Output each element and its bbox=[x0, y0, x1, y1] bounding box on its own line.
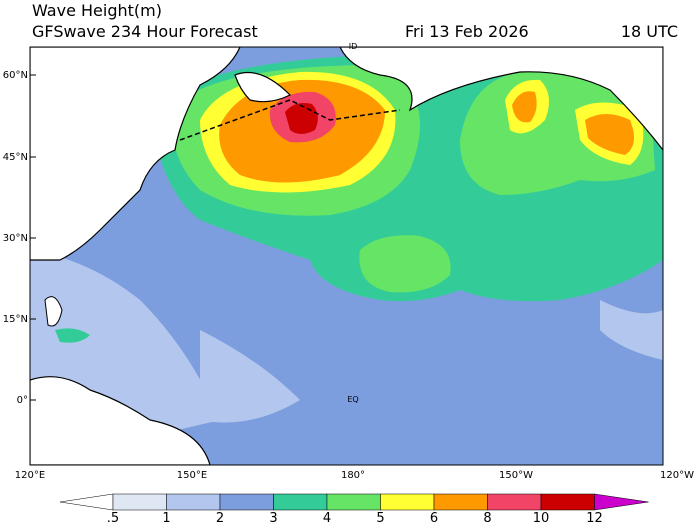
legend-swatch bbox=[219, 493, 274, 511]
color-legend: .5 1 2 3 4 5 6 8 10 12 bbox=[59, 493, 649, 526]
legend-label: 3 bbox=[269, 511, 277, 525]
legend-label: 4 bbox=[323, 511, 331, 525]
legend-swatch bbox=[112, 493, 167, 511]
legend-low-arrow bbox=[59, 493, 114, 511]
subtitle: GFSwave 234 Hour Forecast bbox=[32, 22, 258, 41]
legend-label: 8 bbox=[483, 511, 491, 525]
time: 18 UTC bbox=[621, 22, 678, 41]
legend-label: .5 bbox=[107, 511, 119, 525]
lat-label: 15°N bbox=[3, 314, 28, 325]
equator-label: EQ bbox=[347, 395, 358, 404]
lat-labels: 60°N 45°N 30°N 15°N 0° bbox=[3, 70, 36, 406]
legend-swatch bbox=[273, 493, 328, 511]
legend-swatch bbox=[487, 493, 542, 511]
lon-label: 180° bbox=[341, 470, 365, 481]
legend-swatch bbox=[380, 493, 435, 511]
legend-label: 2 bbox=[216, 511, 224, 525]
legend-label: 1 bbox=[162, 511, 170, 525]
legend-swatch bbox=[540, 493, 595, 511]
lat-label: 60°N bbox=[3, 70, 28, 81]
legend-swatch bbox=[166, 493, 221, 511]
lon-label: 150°W bbox=[499, 470, 533, 481]
lon-label: 150°E bbox=[177, 470, 207, 481]
lon-label: 120°E bbox=[15, 470, 45, 481]
lon-labels: 120°E 150°E 180° 150°W 120°W bbox=[15, 470, 694, 481]
legend-swatch bbox=[433, 493, 488, 511]
legend-high-arrow bbox=[594, 493, 649, 511]
legend-label: 10 bbox=[533, 511, 550, 525]
lat-label: 45°N bbox=[3, 152, 28, 163]
date: Fri 13 Feb 2026 bbox=[405, 22, 529, 41]
lat-label: 0° bbox=[17, 395, 28, 406]
legend-swatch bbox=[326, 493, 381, 511]
map-field bbox=[30, 47, 663, 465]
legend-label: 5 bbox=[376, 511, 384, 525]
lon-label: 120°W bbox=[660, 470, 694, 481]
legend-label: 6 bbox=[430, 511, 438, 525]
title: Wave Height(m) bbox=[32, 1, 162, 20]
dateline-label: ID bbox=[349, 42, 358, 51]
map-frame bbox=[29, 46, 664, 466]
legend-label: 12 bbox=[586, 511, 603, 525]
lat-label: 30°N bbox=[3, 233, 28, 244]
